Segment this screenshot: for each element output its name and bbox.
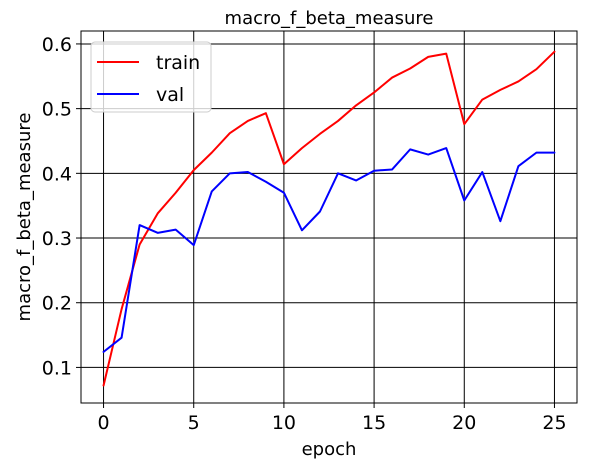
y-tick-label: 0.3 bbox=[42, 228, 72, 250]
y-axis-title: macro_f_beta_measure bbox=[14, 113, 35, 322]
x-tick-label: 10 bbox=[272, 412, 296, 434]
plot-frame bbox=[80, 30, 578, 404]
legend-label-val: val bbox=[156, 84, 184, 106]
y-tick-label: 0.1 bbox=[42, 357, 72, 379]
x-tick-label: 0 bbox=[97, 412, 109, 434]
legend-label-train: train bbox=[156, 52, 200, 74]
x-tick-label: 15 bbox=[362, 412, 386, 434]
chart-title: macro_f_beta_measure bbox=[225, 8, 434, 29]
y-tick-label: 0.5 bbox=[42, 99, 72, 121]
legend: train val bbox=[90, 41, 212, 113]
y-tick-label: 0.6 bbox=[42, 34, 72, 56]
y-tick-label: 0.4 bbox=[42, 163, 72, 185]
x-tick-label: 20 bbox=[452, 412, 476, 434]
series-layer bbox=[102, 50, 556, 387]
x-tick-label: 25 bbox=[542, 412, 566, 434]
y-tick-label: 0.2 bbox=[42, 293, 72, 315]
x-axis-title: epoch bbox=[302, 439, 357, 460]
series-line-val bbox=[102, 147, 556, 353]
series-line-train bbox=[102, 50, 556, 387]
ticks: 0 5 10 15 20 25 0.1 0.2 0.3 0.4 0.5 0.6 bbox=[42, 34, 567, 434]
x-tick-label: 5 bbox=[188, 412, 200, 434]
